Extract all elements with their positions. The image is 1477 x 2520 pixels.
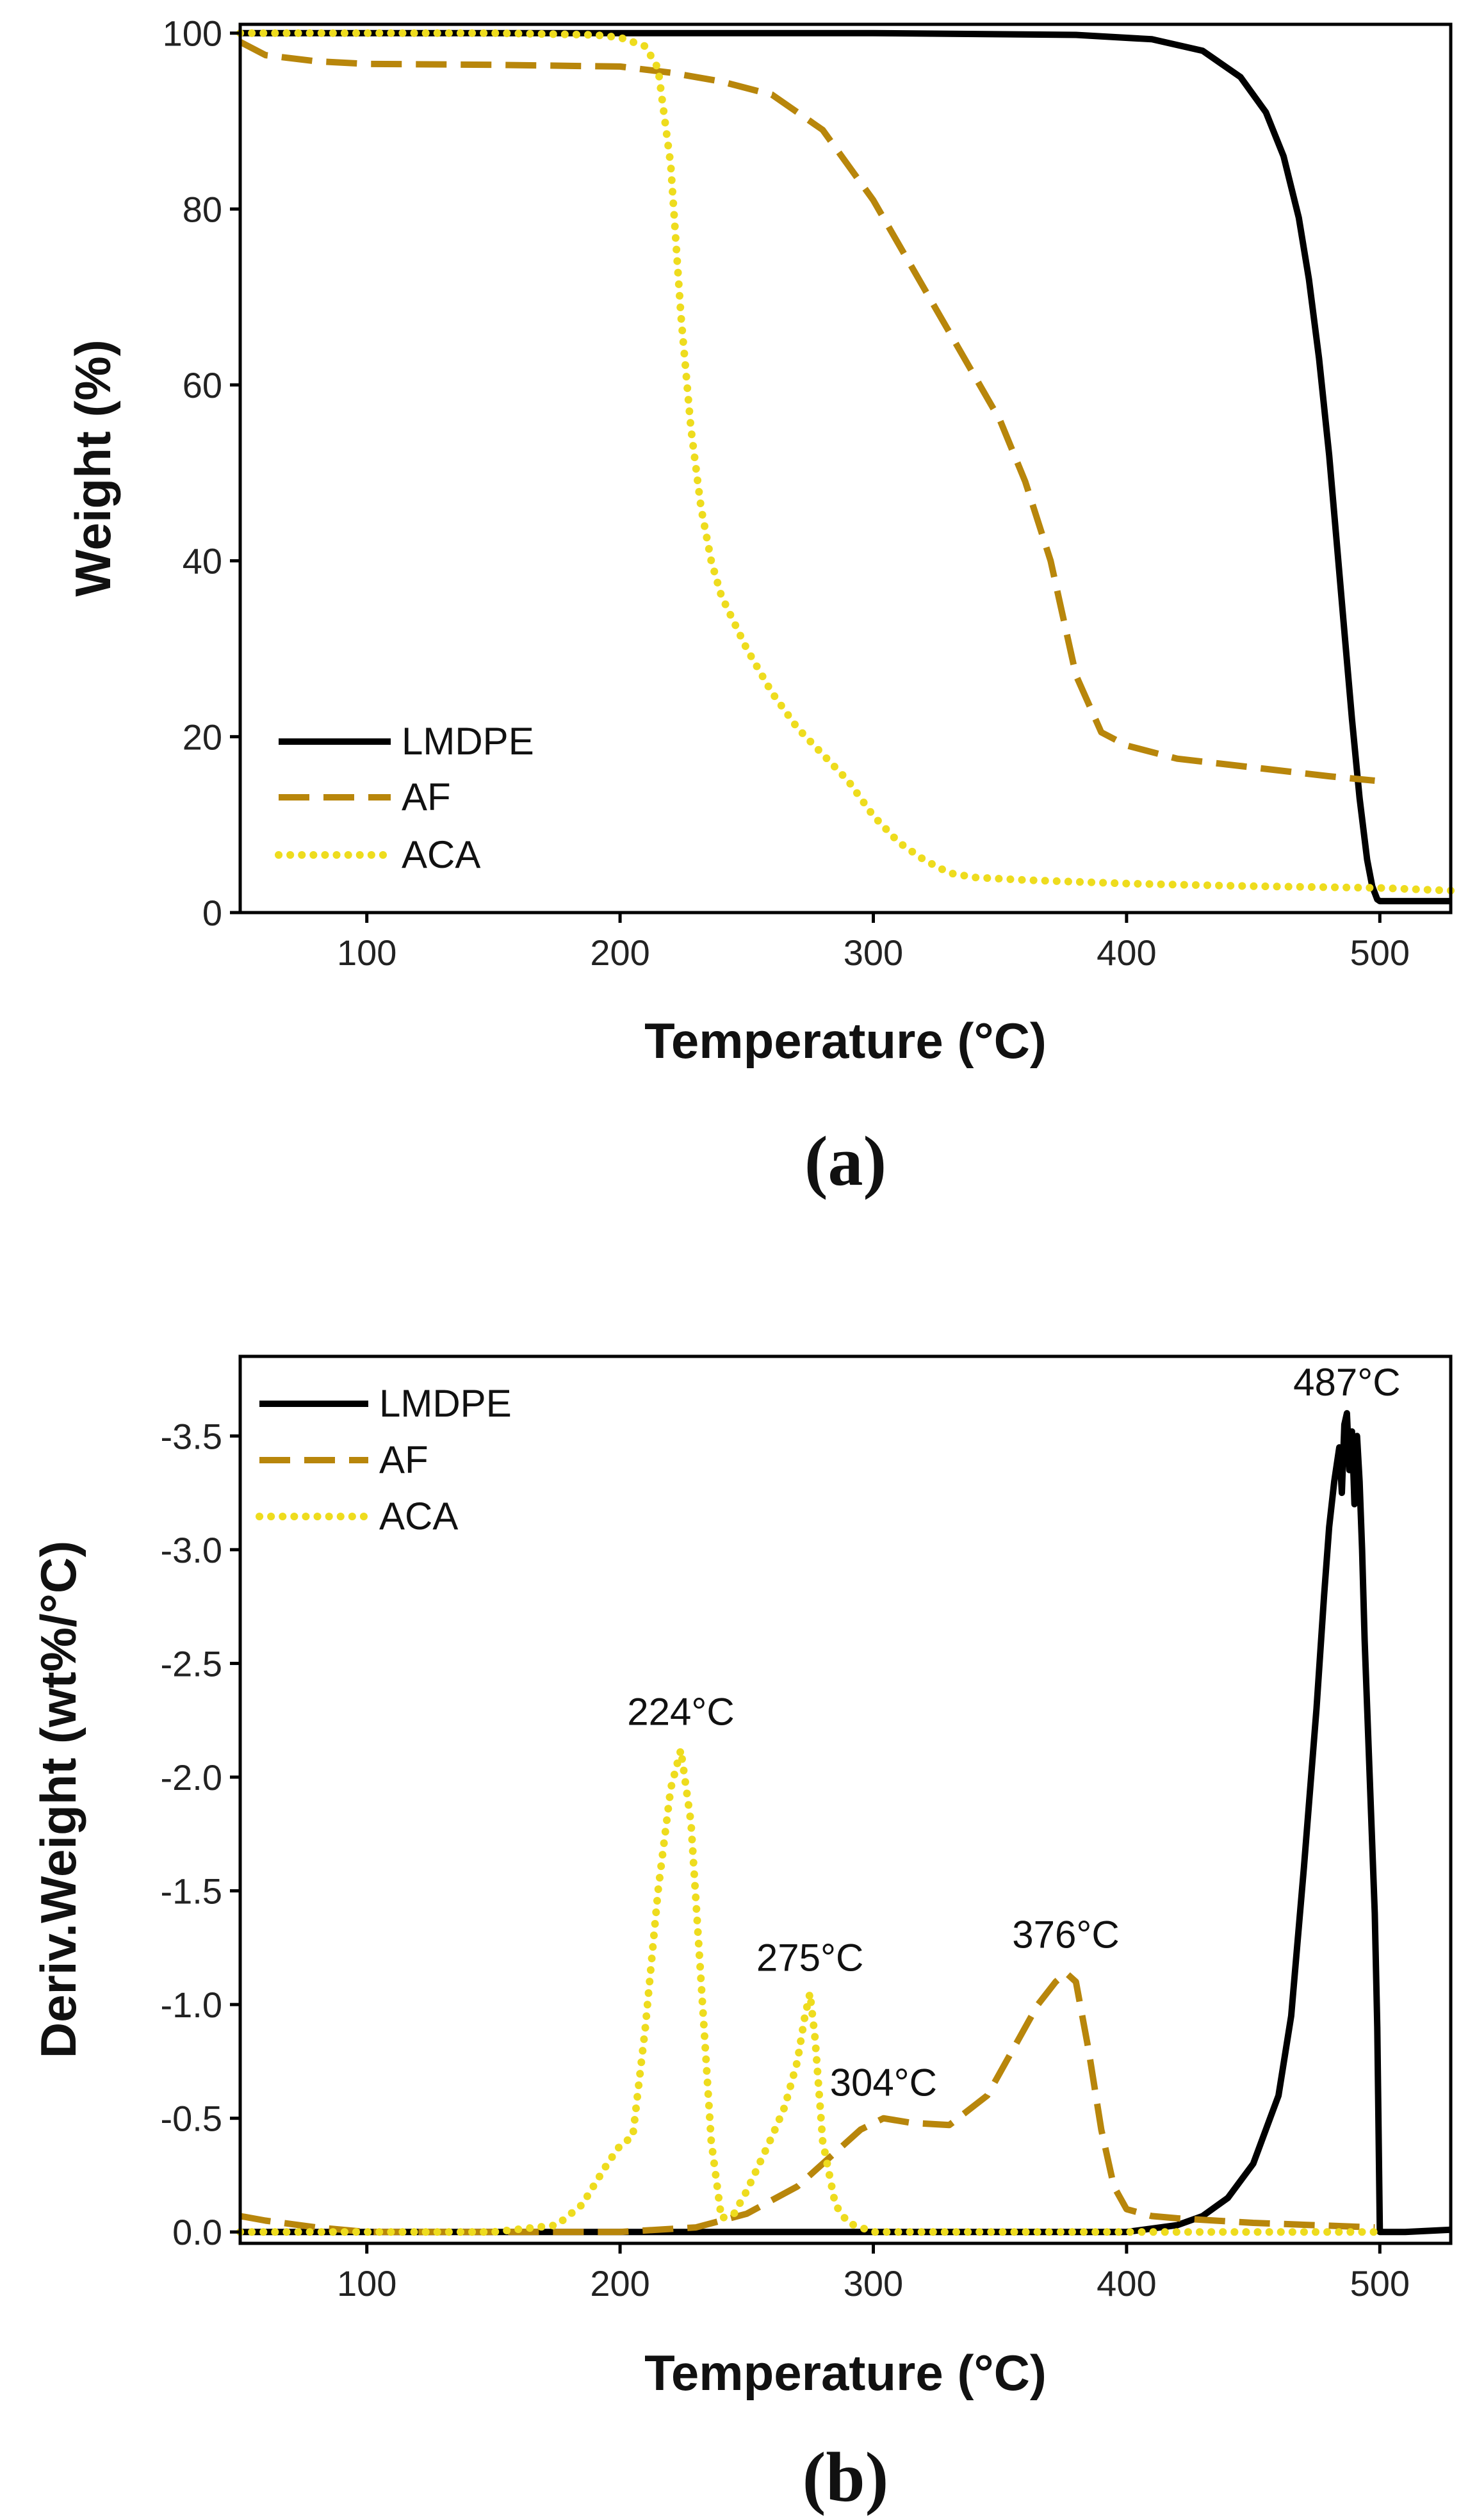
a-legend: LMDPE AF ACA <box>279 720 534 876</box>
b-peak-label-304: 304°C <box>830 2061 937 2104</box>
b-peak-label-376: 376°C <box>1012 1914 1119 1956</box>
a-x-tick-label-400: 400 <box>1097 932 1156 973</box>
b-x-axis-title: Temperature (°C) <box>644 2345 1047 2401</box>
b-peak-label-487: 487°C <box>1293 1361 1400 1404</box>
b-y-axis-title: Deriv.Weight (wt%/°C) <box>30 1541 86 2058</box>
a-y-tick-label-40: 40 <box>183 541 222 581</box>
panel-b-y-tick-labels: 0.0 -0.5 -1.0 -1.5 -2.0 -2.5 -3.0 -3.5 <box>161 1416 223 2252</box>
panel-b-ticks <box>230 1436 1380 2254</box>
b-peak-label-275: 275°C <box>756 1936 863 1979</box>
b-y-tick-label-2.5: -2.5 <box>161 1643 223 1684</box>
b-series-aca <box>240 1750 1380 2232</box>
b-y-tick-label-3.0: -3.0 <box>161 1530 223 1570</box>
b-x-tick-label-400: 400 <box>1097 2263 1156 2304</box>
a-x-axis-title: Temperature (°C) <box>644 1012 1047 1069</box>
panel-a-y-tick-labels: 0 20 40 60 80 100 <box>163 13 222 933</box>
a-x-tick-label-300: 300 <box>844 932 903 973</box>
b-legend-label-lmdpe: LMDPE <box>379 1382 512 1425</box>
a-legend-label-af: AF <box>402 776 451 818</box>
b-peak-label-224: 224°C <box>627 1691 734 1734</box>
b-legend: LMDPE AF ACA <box>259 1382 512 1538</box>
a-y-axis-title: Weight (%) <box>65 339 121 597</box>
b-y-tick-label-0.5: -0.5 <box>161 2099 223 2139</box>
a-legend-label-aca: ACA <box>402 833 480 876</box>
panel-a-label: (a) <box>804 1122 886 1200</box>
b-y-tick-label-3.5: -3.5 <box>161 1416 223 1456</box>
a-y-tick-label-80: 80 <box>183 189 222 229</box>
a-y-tick-label-60: 60 <box>183 365 222 405</box>
b-y-tick-label-0.0: 0.0 <box>172 2212 222 2252</box>
panel-b: 100 200 300 400 500 0.0 -0.5 -1.0 -1.5 -… <box>30 1356 1451 2516</box>
panel-b-x-tick-labels: 100 200 300 400 500 <box>337 2263 1410 2304</box>
b-legend-label-af: AF <box>379 1438 428 1481</box>
a-legend-label-lmdpe: LMDPE <box>402 720 534 763</box>
b-x-tick-label-500: 500 <box>1350 2263 1410 2304</box>
tga-figure: 100 200 300 400 500 0 20 40 60 80 100 Te… <box>0 0 1477 2520</box>
b-y-tick-label-1.5: -1.5 <box>161 1871 223 1912</box>
a-y-tick-label-100: 100 <box>163 13 222 54</box>
b-y-tick-label-1.0: -1.0 <box>161 1985 223 2025</box>
a-y-tick-label-0: 0 <box>202 893 222 933</box>
panel-a-x-tick-labels: 100 200 300 400 500 <box>337 932 1410 973</box>
a-series-af <box>240 42 1375 781</box>
b-x-tick-label-300: 300 <box>844 2263 903 2304</box>
a-x-tick-label-500: 500 <box>1350 932 1410 973</box>
a-x-tick-label-200: 200 <box>590 932 649 973</box>
b-x-tick-label-200: 200 <box>590 2263 649 2304</box>
panel-b-plot-frame <box>240 1356 1451 2243</box>
b-legend-label-aca: ACA <box>379 1495 458 1538</box>
panel-a-series <box>240 33 1451 901</box>
b-y-tick-label-2.0: -2.0 <box>161 1757 223 1798</box>
a-x-tick-label-100: 100 <box>337 932 396 973</box>
panel-a: 100 200 300 400 500 0 20 40 60 80 100 Te… <box>65 13 1451 1200</box>
b-x-tick-label-100: 100 <box>337 2263 396 2304</box>
a-y-tick-label-20: 20 <box>183 717 222 757</box>
panel-b-annotations: 224°C 275°C 304°C 376°C 487°C <box>627 1361 1400 2104</box>
b-series-af <box>240 1972 1375 2232</box>
panel-b-label: (b) <box>803 2438 888 2516</box>
